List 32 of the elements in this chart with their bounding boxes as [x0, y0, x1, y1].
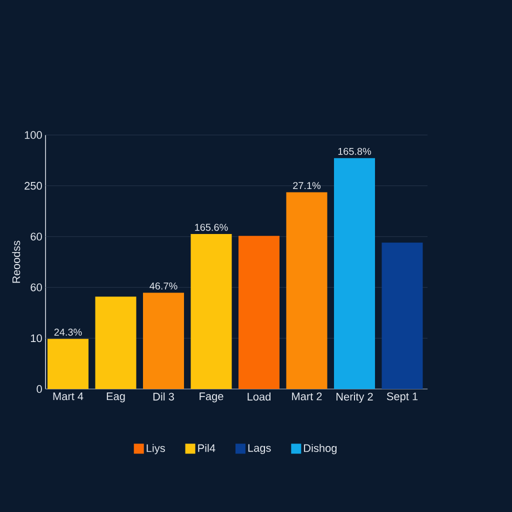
text: 60 — [30, 232, 42, 240]
text: 250 — [24, 182, 42, 190]
annotation: 46.7% — [150, 282, 178, 290]
annotation: 24.3% — [54, 328, 82, 336]
text: 10 — [31, 334, 42, 342]
bar — [286, 192, 328, 389]
bar — [143, 292, 184, 389]
bar — [334, 158, 375, 389]
text: 60 — [30, 284, 42, 292]
x-tick-label: Eag — [106, 392, 125, 402]
legend-label: Pil4 — [198, 444, 216, 452]
annotation: 165.6% — [195, 224, 228, 231]
bar — [48, 338, 88, 389]
bar — [95, 296, 136, 389]
legend-label: Liys — [146, 444, 165, 454]
x-tick-label: Mart 4 — [53, 392, 84, 400]
annotation: 165.8% — [338, 148, 372, 155]
y-axis-title: Reoodss — [12, 240, 20, 283]
bar — [382, 242, 423, 389]
bar — [238, 236, 280, 389]
x-tick-label: Fage — [200, 392, 224, 402]
text: 0 — [36, 385, 42, 393]
text: 100 — [24, 131, 42, 139]
x-tick-label: Mart 2 — [292, 392, 322, 400]
annotation: 27.1% — [293, 182, 321, 190]
x-tick-label: Dil 3 — [153, 392, 174, 401]
legend-label: Dishog — [304, 444, 337, 454]
bar — [190, 234, 232, 389]
x-tick-label: Load — [248, 392, 270, 401]
x-tick-label: Sept 1 — [386, 392, 418, 402]
x-tick-label: Nerity 2 — [336, 392, 373, 403]
legend-label: Lags — [248, 444, 271, 454]
